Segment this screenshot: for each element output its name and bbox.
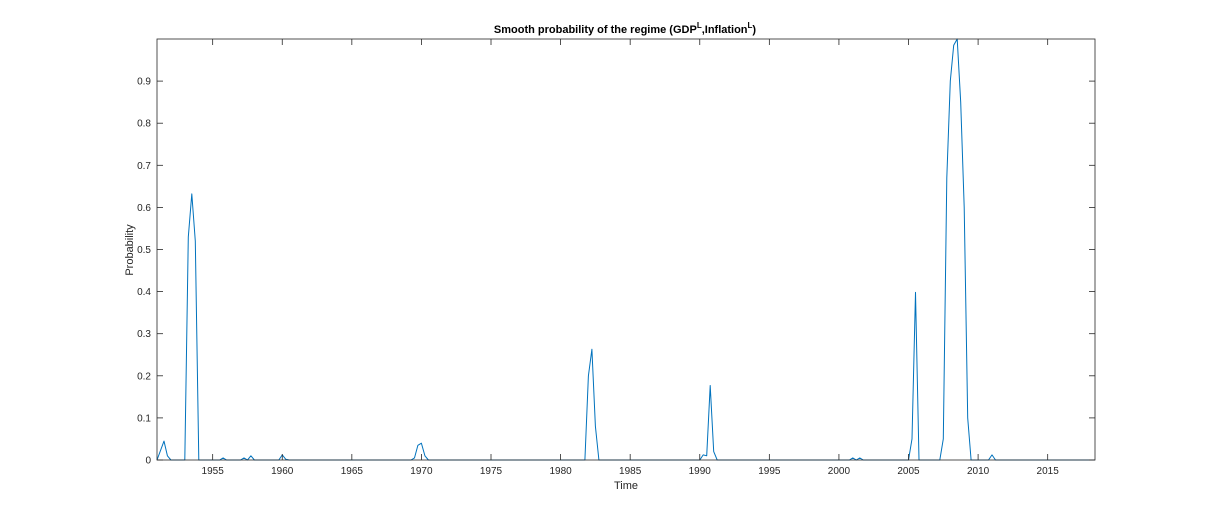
x-tick-label: 1990 bbox=[689, 466, 712, 477]
y-tick-label: 0.3 bbox=[137, 329, 151, 340]
x-tick-label: 1965 bbox=[341, 466, 364, 477]
y-tick-label: 0.8 bbox=[137, 119, 151, 130]
x-tick-label: 1980 bbox=[549, 466, 572, 477]
y-tick-label: 0.2 bbox=[137, 371, 151, 382]
y-axis-label: Probability bbox=[124, 224, 136, 276]
x-tick-label: 1995 bbox=[758, 466, 781, 477]
chart-title-superscript-2: L bbox=[748, 21, 753, 30]
x-tick-label: 1985 bbox=[619, 466, 642, 477]
y-tick-label: 0.6 bbox=[137, 203, 151, 214]
x-tick-label: 1955 bbox=[202, 466, 225, 477]
y-tick-label: 0.9 bbox=[137, 77, 151, 88]
x-tick-label: 1970 bbox=[410, 466, 433, 477]
chart-title-superscript-1: L bbox=[697, 21, 702, 30]
x-tick-label: 2005 bbox=[897, 466, 920, 477]
y-tick-label: 0.1 bbox=[137, 413, 151, 424]
series-line-0 bbox=[156, 38, 1095, 461]
y-tick-label: 0.7 bbox=[137, 161, 151, 172]
x-tick-label: 1975 bbox=[480, 466, 503, 477]
y-tick-label: 0.5 bbox=[137, 245, 151, 256]
x-tick-label: 2000 bbox=[828, 466, 851, 477]
x-axis: 1955 1960 1965 1970 1975 1980 1985 1990 1995 2000… bbox=[202, 39, 1060, 477]
x-tick-label: 2010 bbox=[967, 466, 990, 477]
x-axis-label: Time bbox=[614, 480, 638, 492]
x-tick-label: 2015 bbox=[1037, 466, 1060, 477]
plot-area bbox=[157, 39, 1095, 460]
x-tick-label: 1960 bbox=[271, 466, 294, 477]
y-tick-label: 0.4 bbox=[137, 287, 151, 298]
chart-title: Smooth probability of the regime (GDPL,I… bbox=[494, 21, 757, 36]
data-series-line-layer bbox=[156, 38, 1095, 461]
y-axis: 0 0.1 0.2 0.3 0.4 0.5 0.6 0.7 0.8 0.9 bbox=[137, 77, 1095, 467]
y-tick-label: 0 bbox=[145, 456, 151, 467]
